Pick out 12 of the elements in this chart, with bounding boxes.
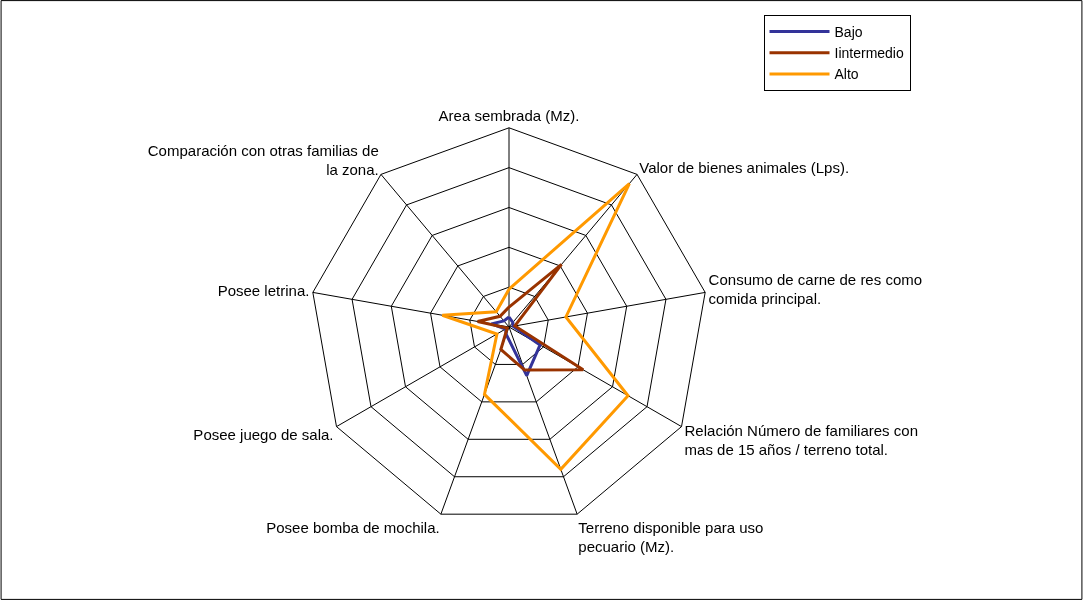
spoke-label: Posee bomba de mochila. xyxy=(266,519,440,537)
spoke-label: Comparación con otras familias de la zona. xyxy=(147,141,379,179)
spoke-label: Consumo de carne de res como comida principal. xyxy=(708,271,923,308)
legend-label: Alto xyxy=(834,66,859,83)
spoke-label: Area sembrada (Mz). xyxy=(438,107,580,125)
legend-label: Bajo xyxy=(834,24,863,41)
spoke-label: Terreno disponible para uso pecuario (Mz). xyxy=(578,518,764,556)
spoke-label: Valor de bienes animales (Lps). xyxy=(639,158,850,176)
spoke-label: Posee juego de sala. xyxy=(193,426,334,444)
spoke-label: Relación Número de familiares con mas de 15 años / terreno total. xyxy=(684,421,918,459)
spoke-label: Posee letrina. xyxy=(217,282,310,300)
legend-label: Iintermedio xyxy=(834,45,904,62)
